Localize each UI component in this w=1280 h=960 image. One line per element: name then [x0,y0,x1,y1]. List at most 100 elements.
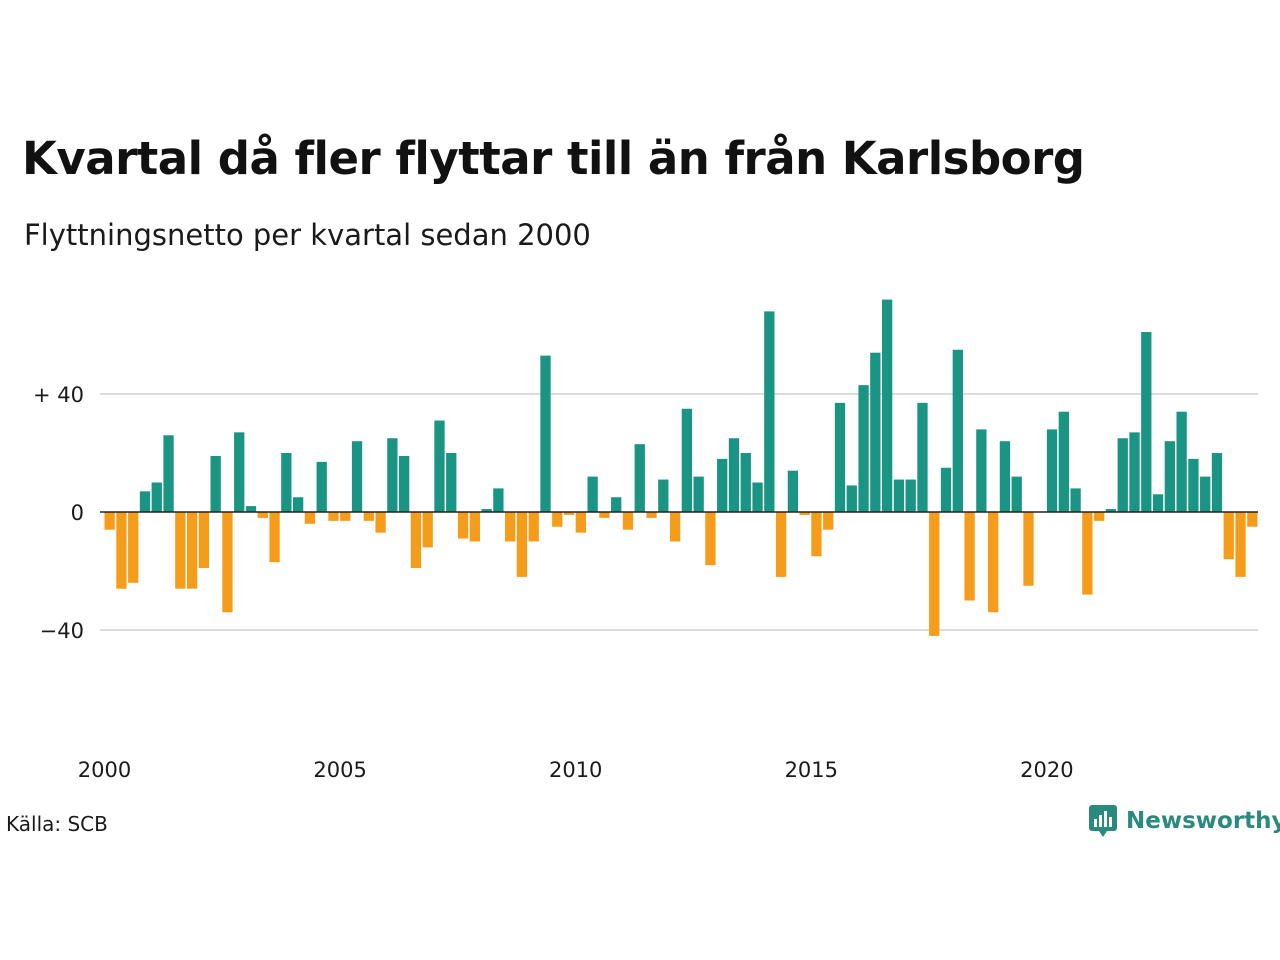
bar [116,512,127,589]
bar-chart: + 40 0 −40 2000 2005 2010 2015 2020 [33,299,1258,782]
y-tick-label: −40 [40,619,84,643]
bar [1117,438,1128,512]
bar [434,420,445,512]
bar [399,455,410,512]
bar [422,512,433,548]
bar [222,512,233,613]
bar [104,512,115,530]
bar [669,512,681,542]
bar [705,512,716,566]
bar [493,488,504,512]
bar [917,402,928,512]
chart-title: Kvartal då fler flyttar till än från Kar… [22,132,1085,185]
bar [787,470,799,512]
bar [151,482,162,512]
bar [269,512,280,563]
bar [387,438,398,512]
bar [363,512,374,521]
bar [575,512,586,533]
bar [1046,429,1058,512]
bar [870,352,881,512]
bar [1211,453,1223,512]
bar [964,512,975,601]
bar [1200,476,1211,512]
bar [846,485,857,512]
bar [717,458,728,512]
bar [929,512,940,636]
x-tick-label: 2020 [1020,758,1073,782]
bar [234,432,245,512]
bar [481,509,492,512]
bars [104,299,1258,636]
bar [1011,476,1022,512]
bar [940,467,952,512]
bar [1023,512,1034,586]
bar [752,482,763,512]
newsworthy-logo-icon [1089,805,1117,837]
bar [893,479,905,512]
bar [1164,441,1175,512]
bar [646,512,657,518]
bar [304,512,316,524]
bar [210,455,221,512]
bar [905,479,916,512]
bar [316,461,327,512]
y-tick-label: + 40 [33,383,84,407]
bar [410,512,422,569]
bar [952,349,963,512]
bar [693,476,704,512]
bar [1058,411,1069,512]
bar [128,512,139,583]
bar [599,512,610,518]
bar [469,512,480,542]
bar [1105,509,1117,512]
grid-lines [100,393,1258,631]
bar [823,512,834,530]
bar [1223,512,1234,560]
bar [1070,488,1081,512]
bar [740,453,751,512]
newsworthy-logo: Newsworthy [1088,804,1280,838]
bar [775,512,787,577]
bar [540,355,551,512]
y-axis-ticks: + 40 0 −40 [33,383,84,643]
bar [281,453,292,512]
x-tick-label: 2005 [313,758,366,782]
bar [563,512,575,515]
bar [340,512,351,521]
bar [1129,432,1140,512]
bar [1176,411,1187,512]
bar [999,441,1011,512]
bar [634,444,645,512]
bar [1094,512,1105,521]
bar [799,512,810,515]
bar [622,512,634,530]
bar [163,435,174,512]
bar [811,512,822,557]
x-axis-ticks: 2000 2005 2010 2015 2020 [78,758,1074,782]
bar [1152,494,1164,512]
bar [516,512,528,577]
bar [375,512,386,533]
bar [328,512,339,521]
bar [834,402,846,512]
bar [505,512,516,542]
bar [858,385,869,512]
bar [1235,512,1246,577]
source-note: Källa: SCB [6,812,108,836]
bar [1082,512,1093,595]
bar [186,512,198,589]
bar [728,438,740,512]
y-tick-label: 0 [71,501,84,525]
bar [587,476,598,512]
bar [257,512,268,518]
chart-subtitle: Flyttningsnetto per kvartal sedan 2000 [24,218,591,252]
bar [175,512,186,589]
bar [446,453,457,512]
bar [457,512,469,539]
bar [881,299,893,512]
bar [139,491,151,512]
bar [988,512,999,613]
bar [681,408,693,512]
bar [528,512,539,542]
